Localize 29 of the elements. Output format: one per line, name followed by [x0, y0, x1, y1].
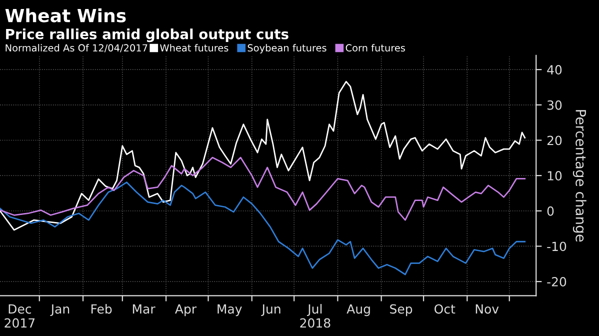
line-series — [0, 182, 526, 276]
x-tick-label: Feb — [91, 304, 112, 314]
legend-label: Wheat futures — [160, 44, 228, 52]
legend-title: Normalized As Of 12/04/2017 — [6, 44, 148, 52]
y-tick-label: -20 — [547, 277, 566, 286]
x-tick-label: Mar — [132, 304, 156, 314]
y-tick-label: 10 — [548, 171, 562, 180]
legend-label: Corn futures — [346, 44, 405, 52]
x-tick-label: Jun — [261, 304, 280, 316]
x-tick-label: May — [218, 304, 242, 316]
y-tick-label: 30 — [547, 100, 562, 110]
x-tick-label: Oct — [434, 304, 456, 314]
line-series — [0, 80, 526, 231]
x-tick-label: Nov — [476, 304, 499, 314]
y-tick-label: 40 — [547, 65, 562, 74]
x-tick-label: Jan — [50, 304, 70, 316]
x-tick-label: Dec 2017 — [4, 304, 35, 328]
x-tick-label: Jul 2018 — [300, 304, 330, 328]
x-tick-label: Sep — [390, 304, 412, 316]
y-tick-label: 0 — [547, 206, 554, 216]
legend-label: Soybean futures — [248, 44, 326, 54]
y-tick-label: 20 — [547, 136, 562, 146]
chart-title: Wheat Wins — [5, 8, 126, 22]
x-tick-label: Aug — [346, 304, 370, 316]
y-tick-label: -10 — [547, 242, 566, 252]
y-axis-title: Percentage change — [572, 110, 586, 242]
chart-subtitle: Price rallies amid global output cuts — [6, 28, 288, 42]
line-series — [0, 156, 526, 221]
x-tick-label: Apr — [175, 304, 197, 316]
